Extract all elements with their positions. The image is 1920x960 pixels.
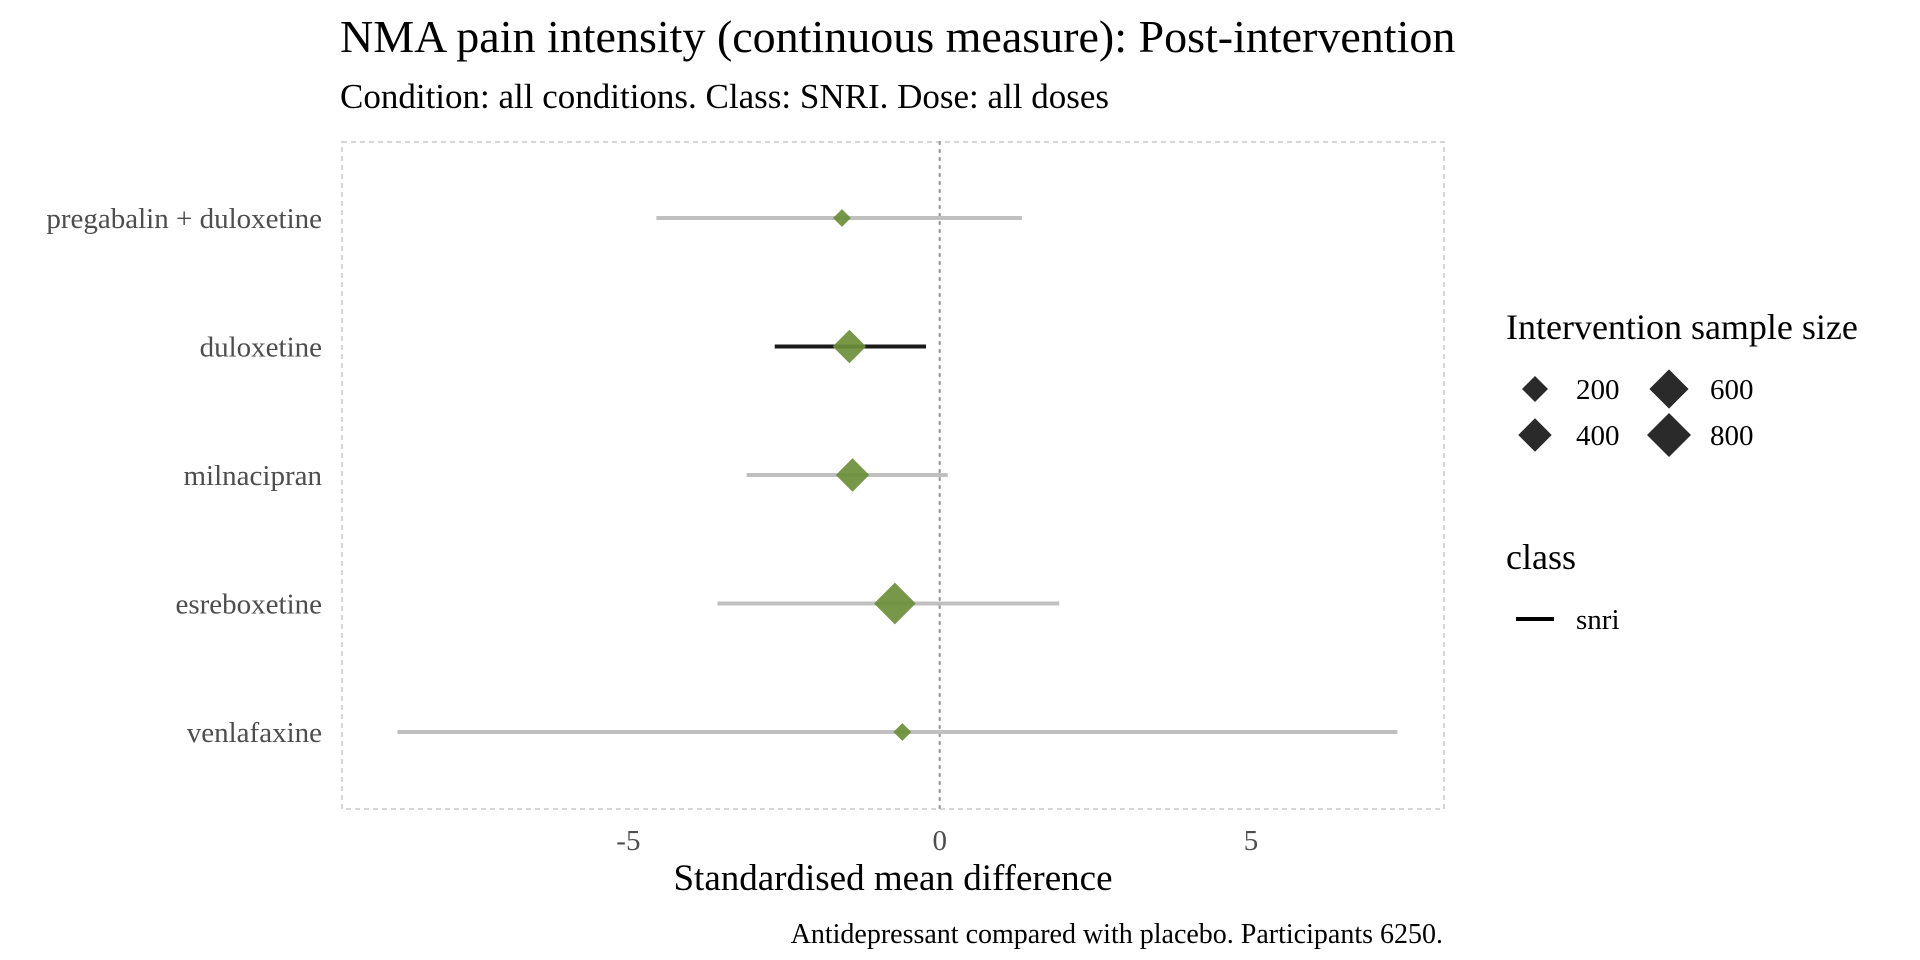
chart-caption: Antidepressant compared with placebo. Pa…: [791, 919, 1443, 950]
plot-panel: [341, 141, 1445, 810]
legend-class: class snri: [1506, 537, 1620, 636]
estimate-marker: [832, 329, 867, 364]
legend-sample-size: Intervention sample size 200 400 600 800: [1506, 307, 1858, 457]
x-axis-label: Standardised mean difference: [673, 858, 1112, 899]
legend-size-label: 200: [1576, 374, 1620, 406]
legend-class-title: class: [1506, 537, 1576, 577]
class-legend-items: snri: [1516, 604, 1620, 636]
estimate-marker: [874, 582, 916, 625]
legend-size-key: [1522, 376, 1548, 402]
legend-size-label: 600: [1710, 374, 1754, 406]
row-label: milnacipran: [183, 460, 322, 492]
legend-size-key: [1647, 413, 1691, 457]
chart-title: NMA pain intensity (continuous measure):…: [340, 11, 1455, 62]
legend-class-label: snri: [1576, 604, 1620, 636]
row-label: pregabalin + duloxetine: [46, 203, 322, 235]
x-tick-label: 0: [932, 825, 947, 857]
legend-sample-size-title: Intervention sample size: [1506, 307, 1858, 347]
row-label: venlafaxine: [187, 717, 322, 749]
legend-size-key: [1518, 418, 1552, 452]
plot-layer: -5 0 5 pregabalin + duloxetine duloxetine mil…: [46, 140, 1398, 857]
legend-size-key: [1649, 369, 1689, 409]
row-label: duloxetine: [200, 332, 322, 364]
row-label: esreboxetine: [175, 589, 322, 621]
estimate-marker: [835, 458, 870, 492]
legend-size-label: 800: [1710, 420, 1754, 452]
estimate-marker: [833, 209, 851, 227]
x-tick-label: 5: [1244, 825, 1259, 857]
chart-subtitle: Condition: all conditions. Class: SNRI. …: [340, 77, 1109, 116]
legend-size-label: 400: [1576, 420, 1620, 452]
x-tick-label: -5: [616, 825, 640, 857]
size-legend-items: 200 400 600 800: [1518, 369, 1754, 457]
estimate-marker: [893, 723, 912, 741]
